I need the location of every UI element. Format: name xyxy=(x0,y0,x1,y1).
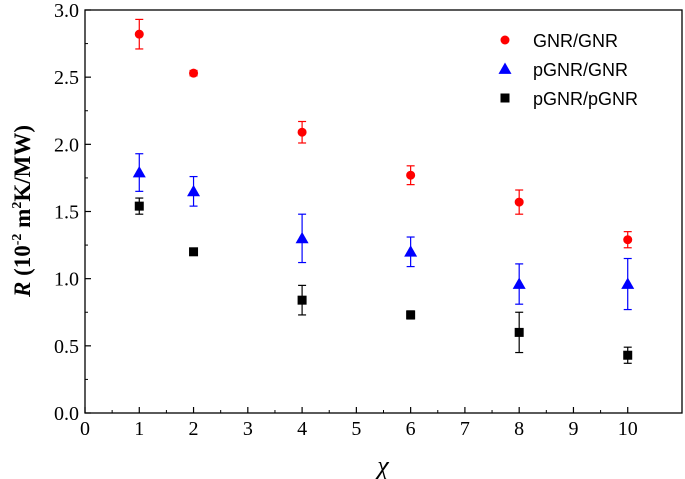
y-tick-label: 0.0 xyxy=(54,403,79,425)
legend-label-gnr-gnr: GNR/GNR xyxy=(533,31,618,51)
data-point-gnr-gnr xyxy=(297,127,307,137)
x-tick-label: 4 xyxy=(297,418,307,440)
data-point-pgnr-pgnr xyxy=(134,201,144,211)
x-axis-title: χ xyxy=(374,451,389,479)
y-axis-unit-exp1: -2 xyxy=(10,234,25,246)
legend-marker-gnr-gnr xyxy=(500,35,510,45)
x-tick-label: 9 xyxy=(568,418,578,440)
legend-marker-pgnr-gnr xyxy=(498,62,512,74)
data-point-pgnr-gnr xyxy=(187,184,201,197)
y-axis-symbol: R xyxy=(10,282,35,298)
data-point-gnr-gnr xyxy=(134,29,144,39)
data-point-gnr-gnr xyxy=(406,170,416,180)
data-point-pgnr-gnr xyxy=(295,231,309,244)
x-tick-label: 8 xyxy=(514,418,524,440)
y-axis-unit-exp2: 2 xyxy=(10,202,25,209)
data-point-pgnr-gnr xyxy=(512,277,526,289)
x-tick-label: 7 xyxy=(460,418,470,440)
y-tick-label: 0.5 xyxy=(54,336,79,358)
y-axis-unit-close: K/MW) xyxy=(10,125,35,202)
data-point-pgnr-gnr xyxy=(132,166,146,178)
marks-layer xyxy=(132,18,635,364)
data-point-pgnr-pgnr xyxy=(514,327,524,337)
y-tick-label: 1.5 xyxy=(54,202,79,224)
y-axis-title: R (10-2 m2K/MW) xyxy=(10,125,35,298)
data-point-gnr-gnr xyxy=(623,235,633,245)
y-tick-label: 2.5 xyxy=(54,67,79,89)
x-tick-label: 3 xyxy=(243,418,253,440)
x-tick-label: 6 xyxy=(406,418,416,440)
y-axis-unit-open: (10 xyxy=(10,245,35,281)
x-tick-label: 10 xyxy=(618,418,638,440)
y-tick-label: 3.0 xyxy=(54,0,79,22)
legend-label-pgnr-gnr: pGNR/GNR xyxy=(533,60,628,80)
data-point-pgnr-gnr xyxy=(621,277,635,289)
data-point-pgnr-pgnr xyxy=(406,310,416,320)
data-point-pgnr-pgnr xyxy=(189,247,199,257)
legend-marker-pgnr-pgnr xyxy=(500,93,510,103)
data-point-pgnr-pgnr xyxy=(297,295,307,305)
legend-label-pgnr-pgnr: pGNR/pGNR xyxy=(533,89,638,109)
legend: GNR/GNR pGNR/GNR pGNR/pGNR xyxy=(498,31,638,109)
x-tick-label: 0 xyxy=(80,418,90,440)
x-tick-label: 5 xyxy=(351,418,361,440)
y-axis-unit-mid: m xyxy=(10,209,35,234)
data-point-pgnr-pgnr xyxy=(623,350,633,360)
x-tick-label: 2 xyxy=(189,418,199,440)
data-point-gnr-gnr xyxy=(514,197,524,207)
data-point-pgnr-gnr xyxy=(404,245,418,257)
x-tick-label: 1 xyxy=(134,418,144,440)
y-tick-label: 2.0 xyxy=(54,134,79,156)
tick-layer: 0 1 2 3 4 5 6 7 8 9 10 0.0 0.5 1.0 1.5 2.0 2.5 3.0 xyxy=(54,0,638,440)
y-tick-label: 1.0 xyxy=(54,269,79,291)
data-point-gnr-gnr xyxy=(189,68,199,78)
